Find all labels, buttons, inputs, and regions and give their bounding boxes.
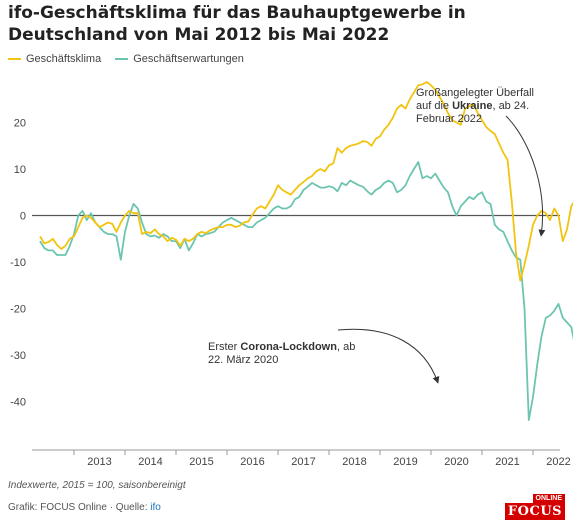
x-tick-label: 2018 [342,456,366,468]
annotation-text-segment: 22. März 2020 [208,354,278,366]
annotation-arrow-ukraine [505,115,546,237]
x-tick-label: 2016 [240,456,264,468]
y-tick-label: 20 [14,118,26,130]
x-tick-label: 2022 [546,456,570,468]
annotation-arrow-lockdown [337,328,440,384]
annotation-text-segment: , ab [337,341,355,353]
y-tick-label: 0 [20,211,26,223]
source-prefix: Grafik: FOCUS Online · Quelle: [8,502,151,513]
y-tick-label: -10 [10,257,26,269]
series-line-geschaeftsklima [39,81,573,282]
footnote: Indexwerte, 2015 = 100, saisonbereinigt [8,480,186,491]
series-line-geschaeftserwartungen [39,161,573,422]
annotation-text-segment: Corona-Lockdown [240,341,337,353]
source-line: Grafik: FOCUS Online · Quelle: ifo [8,502,161,513]
x-tick-label: 2021 [495,456,519,468]
logo-band: ONLINE [532,494,565,504]
logo-brand: FOCUS [505,503,565,520]
chart-legend: Geschäftsklima Geschäftserwartungen [8,53,258,65]
legend-label-erwartungen: Geschäftserwartungen [133,53,244,65]
x-tick-label: 2020 [444,456,468,468]
x-tick-label: 2014 [138,456,162,468]
chart-title: ifo-Geschäftsklima für das Bauhauptgewer… [8,3,466,45]
x-tick-label: 2013 [87,456,111,468]
annotation-lockdown: Erster Corona-Lockdown, ab 22. März 2020 [208,341,355,366]
legend-item-erwartungen: Geschäftserwartungen [115,53,244,65]
legend-swatch-klima [8,58,21,60]
annotation-text-segment: Erster [208,341,240,353]
annotation-text-segment: , ab 24. [492,100,529,112]
x-tick-label: 2019 [393,456,417,468]
y-tick-label: -30 [10,350,26,362]
annotation-ukraine: Großangelegter Überfall auf die Ukraine, … [416,87,534,125]
focus-online-logo: ONLINE FOCUS [505,494,565,520]
annotation-text-segment: Februar 2022 [416,113,482,125]
x-tick-label: 2017 [291,456,315,468]
annotation-text-segment: Ukraine [452,100,492,112]
source-link[interactable]: ifo [150,502,161,513]
y-tick-label: -20 [10,304,26,316]
y-tick-label: -40 [10,397,26,409]
x-tick-label: 2015 [189,456,213,468]
legend-item-klima: Geschäftsklima [8,53,101,65]
annotation-text-segment: Großangelegter Überfall [416,87,534,99]
legend-swatch-erwartungen [115,58,129,60]
annotation-text-segment: auf die [416,100,452,112]
legend-label-klima: Geschäftsklima [26,53,102,65]
y-tick-label: 10 [14,164,26,176]
